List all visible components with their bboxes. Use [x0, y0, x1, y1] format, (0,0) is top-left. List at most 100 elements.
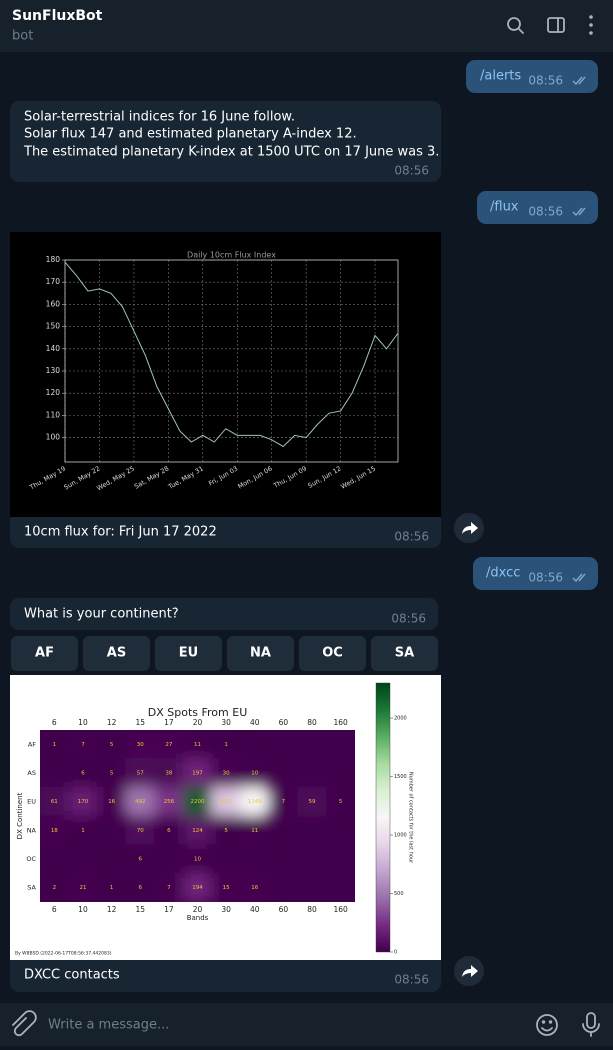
y-tick-label: 160 [46, 299, 61, 308]
attach-icon[interactable] [12, 1010, 37, 1037]
footer: By W8BSD (2022-06-17T08:56:37.442083) [15, 951, 112, 957]
cell-label: 59 [309, 799, 316, 805]
heatmap-plot [40, 730, 355, 902]
share-button[interactable] [454, 513, 484, 543]
y-tick-label: OC [26, 855, 36, 863]
x-tick-label: 30 [221, 905, 231, 914]
keyboard-button[interactable] [371, 636, 438, 671]
keyboard-button[interactable] [155, 636, 222, 671]
keyboard-button-label[interactable]: OC [322, 646, 343, 661]
message-time: 08:56 [394, 973, 429, 987]
message-text[interactable]: /flux [490, 200, 519, 215]
y-tick-label: EU [27, 798, 36, 806]
message-time: 08:56 [391, 612, 426, 626]
cell-label: 7 [81, 742, 85, 748]
heatmap-cell [211, 758, 241, 788]
colorbar-tick-label: 1500 [394, 774, 407, 780]
cell-label: 5 [110, 771, 114, 777]
photo[interactable] [10, 232, 441, 517]
x-axis-label: Bands [187, 914, 209, 922]
cell-label: 5 [224, 828, 228, 834]
keyboard-button[interactable] [227, 636, 294, 671]
incoming-bubble [10, 598, 438, 630]
chat-title: SunFluxBot [12, 8, 103, 24]
cell-label: 30 [137, 742, 144, 748]
x-tick-label: 40 [250, 718, 260, 727]
photo-caption: 10cm flux for: Fri Jun 17 2022 [24, 525, 217, 540]
emoji-icon[interactable] [536, 1014, 558, 1036]
x-tick-label: 17 [164, 718, 174, 727]
keyboard-button-label[interactable]: NA [250, 646, 271, 661]
heatmap-cell [125, 730, 156, 760]
colorbar-tick-label: 1000 [394, 833, 407, 839]
cell-label: 492 [135, 799, 146, 805]
message-time: 08:56 [528, 571, 563, 585]
message-line: Solar flux 147 and estimated planetary A… [24, 127, 357, 142]
x-tick-label: 20 [193, 905, 203, 914]
cell-label: 21 [79, 885, 86, 891]
cell-label: 70 [137, 828, 144, 834]
sidebar-icon[interactable] [547, 17, 565, 33]
message-time: 08:56 [394, 164, 429, 178]
message-text[interactable]: /alerts [480, 69, 521, 84]
heatmap-cell [211, 872, 241, 902]
y-axis-label: DX Continent [16, 792, 24, 839]
y-tick-label: 110 [46, 410, 61, 419]
share-button[interactable] [454, 956, 484, 986]
heatmap-cell [40, 815, 70, 846]
message-text[interactable]: /dxcc [486, 566, 520, 581]
cell-label: 6 [138, 885, 142, 891]
keyboard-button[interactable] [11, 636, 78, 671]
heatmap-cell [68, 815, 98, 846]
y-tick-label: 100 [46, 433, 61, 442]
cell-label: 16 [108, 799, 115, 805]
y-tick-label: 120 [46, 388, 61, 397]
chat-subtitle: bot [12, 29, 33, 44]
x-tick-label: 40 [250, 905, 260, 914]
heatmap-cell [325, 786, 355, 817]
cell-label: 10 [194, 857, 201, 863]
flux-line [64, 261, 399, 448]
photo-caption: DXCC contacts [24, 968, 120, 983]
heatmap-cell [40, 730, 70, 760]
heatmap-cell [125, 758, 156, 788]
cell-label: 7 [167, 885, 171, 891]
heatmap-cell [40, 872, 70, 902]
cell-label: 853 [221, 799, 232, 805]
mic-icon[interactable] [582, 1012, 600, 1037]
x-tick-label: 12 [107, 718, 117, 727]
outgoing-bubble [473, 557, 598, 590]
heatmap-cell [182, 815, 213, 846]
y-tick-label: SA [27, 884, 36, 892]
cell-label: 10 [251, 771, 258, 777]
menu-icon[interactable] [589, 15, 593, 35]
colorbar-tick-label: 500 [394, 891, 404, 897]
cell-label: 6 [81, 771, 85, 777]
heatmap-cell [182, 872, 213, 902]
cell-label: 1149 [248, 799, 262, 805]
cell-label: 57 [137, 771, 144, 777]
cell-label: 61 [51, 799, 58, 805]
y-tick-label: 150 [46, 322, 61, 331]
cell-label: 1 [224, 742, 228, 748]
heatmap-cell [68, 730, 98, 760]
message-input[interactable]: Write a message... [48, 1018, 169, 1033]
read-checks [572, 207, 586, 217]
cell-label: 2 [53, 885, 57, 891]
cell-label: 30 [223, 771, 230, 777]
search-icon[interactable] [507, 17, 524, 34]
y-tick-label: NA [27, 826, 37, 834]
cell-label: 7 [282, 799, 286, 805]
cell-label: 5 [339, 799, 343, 805]
keyboard-button[interactable] [83, 636, 150, 671]
x-tick-label: 6 [52, 718, 57, 727]
heatmap-cell [239, 758, 270, 788]
keyboard-button-label[interactable]: AS [107, 646, 126, 661]
keyboard-button-label[interactable]: SA [395, 646, 414, 661]
x-tick-label: 30 [221, 718, 231, 727]
y-tick-label: AS [27, 769, 36, 777]
keyboard-button-label[interactable]: AF [35, 646, 54, 661]
keyboard-button[interactable] [299, 636, 366, 671]
read-checks [572, 76, 586, 86]
keyboard-button-label[interactable]: EU [179, 646, 198, 661]
